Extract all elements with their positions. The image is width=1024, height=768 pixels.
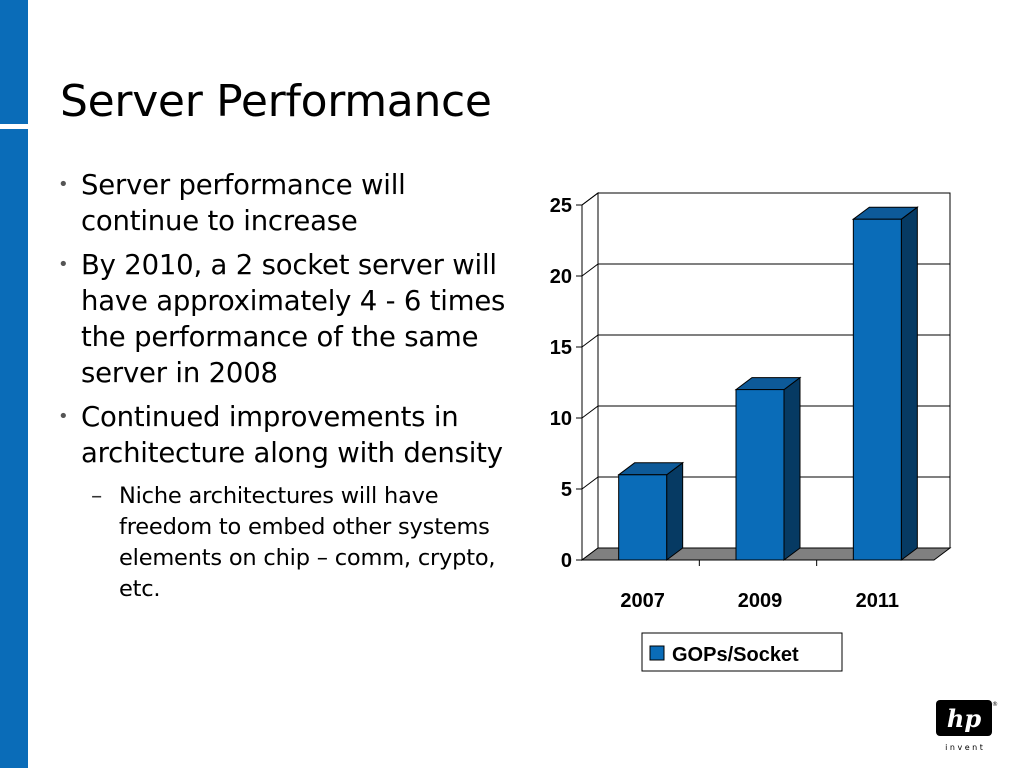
bar-front <box>618 474 668 561</box>
bullet-text: By 2010, a 2 socket server will have app… <box>81 249 506 389</box>
slide-title: Server Performance <box>60 76 492 127</box>
bullet-dot-icon: • <box>58 406 69 427</box>
bullet-dot-icon: • <box>58 174 69 195</box>
x-tick-label: 2011 <box>856 590 899 612</box>
gridline <box>581 192 950 206</box>
sub-bullet-dash: – <box>91 483 103 509</box>
gridline <box>581 405 950 419</box>
bullet-item: • Continued improvements in architecture … <box>56 399 506 605</box>
y-tick-label: 20 <box>550 266 572 288</box>
y-tick-label: 25 <box>550 195 572 217</box>
gridline <box>581 334 950 348</box>
bar-chart: 0 5 10 15 20 25 2007 2009 2011 GOPs/Socket <box>550 192 952 672</box>
hp-logo-icon: hp ® i n v e n t <box>936 700 998 752</box>
title-divider <box>28 124 1024 126</box>
x-tick-label: 2007 <box>620 590 665 612</box>
chart-side-wall <box>581 192 599 561</box>
legend-swatch <box>649 645 665 661</box>
bullet-text: Continued improvements in architecture a… <box>81 401 503 469</box>
logo-tagline: i n v e n t <box>945 743 983 752</box>
bar <box>617 461 685 561</box>
logo-registered: ® <box>992 701 998 708</box>
bullet-list: • Server performance will continue to inc… <box>56 167 506 613</box>
gridline <box>581 476 950 490</box>
chart-legend: GOPs/Socket <box>641 632 843 672</box>
bar-side <box>900 206 918 561</box>
bar-side <box>783 376 801 561</box>
sub-bullet-item: – Niche architectures will have freedom t… <box>81 481 506 605</box>
y-tick-label: 0 <box>561 550 572 572</box>
sidebar-notch <box>0 124 28 129</box>
x-tick-label: 2009 <box>738 590 783 612</box>
bar-front <box>735 389 785 561</box>
bullet-item: • By 2010, a 2 socket server will have ap… <box>56 247 506 391</box>
sub-bullet-text: Niche architectures will have freedom to… <box>119 483 496 602</box>
y-tick-label: 10 <box>550 408 572 430</box>
logo-box <box>936 700 992 736</box>
accent-sidebar <box>0 0 28 768</box>
gridline <box>581 263 950 277</box>
legend-label: GOPs/Socket <box>672 644 799 666</box>
bar <box>851 206 919 561</box>
legend-box <box>641 632 843 672</box>
logo-text: hp <box>947 704 981 733</box>
bar-front <box>852 218 902 561</box>
bullet-text: Server performance will continue to incr… <box>81 169 406 237</box>
y-tick-label: 15 <box>550 337 572 359</box>
sub-bullet-list: – Niche architectures will have freedom t… <box>81 481 506 605</box>
bullet-item: • Server performance will continue to inc… <box>56 167 506 239</box>
bar-side <box>666 461 684 561</box>
bullet-dot-icon: • <box>58 254 69 275</box>
bar <box>734 376 802 561</box>
y-tick-label: 5 <box>561 479 572 501</box>
